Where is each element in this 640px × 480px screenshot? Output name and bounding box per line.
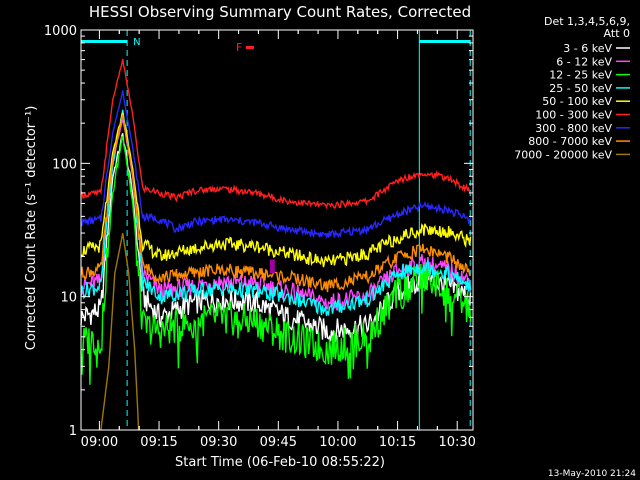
- interval-bar: [419, 40, 471, 43]
- legend-label: 12 - 25 keV: [549, 69, 612, 82]
- x-tick-label: 09:30: [200, 435, 237, 450]
- y-axis-label: Corrected Count Rate (s⁻¹ detector⁻¹): [24, 106, 39, 351]
- series-line: [81, 90, 472, 240]
- timestamp: 13-May-2010 21:24: [548, 469, 636, 479]
- y-tick-label: 1000: [44, 24, 77, 39]
- y-tick-label: 100: [52, 157, 77, 172]
- legend-label: 50 - 100 keV: [542, 95, 612, 108]
- y-tick-label: 1: [69, 424, 77, 439]
- series-line: [80, 58, 471, 210]
- interval-bar: [81, 40, 128, 43]
- series-line: [80, 112, 472, 268]
- legend-label: 100 - 300 keV: [535, 109, 612, 122]
- legend-label: 7000 - 20000 keV: [514, 148, 612, 161]
- small-burst-marker: [269, 259, 275, 274]
- x-tick-label: 10:00: [319, 435, 356, 450]
- x-axis-ticks: 09:00 09:15 09:30 09:45 10:00 10:15 10:30: [81, 30, 476, 450]
- legend-label: 6 - 12 keV: [556, 55, 612, 68]
- series-line: [80, 136, 472, 385]
- legend-header: Det 1,3,4,5,6,9,: [544, 15, 630, 28]
- flare-bar: [245, 46, 254, 49]
- x-tick-label: 09:15: [140, 435, 177, 450]
- annotation-f: F: [236, 41, 242, 54]
- y-axis-ticks: 1 10 100 1000: [44, 24, 473, 439]
- chart-title: HESSI Observing Summary Count Rates, Cor…: [89, 3, 471, 21]
- series-line: [80, 109, 472, 317]
- x-axis-label: Start Time (06-Feb-10 08:55:22): [175, 455, 385, 470]
- x-tick-label: 09:45: [260, 435, 297, 450]
- x-tick-label: 10:15: [379, 435, 416, 450]
- series-lines: [80, 58, 472, 431]
- y-tick-label: 10: [60, 291, 77, 306]
- series-line: [100, 232, 140, 431]
- legend-label: 300 - 800 keV: [535, 122, 612, 135]
- legend-label: 25 - 50 keV: [549, 82, 612, 95]
- legend-label: 3 - 6 keV: [563, 42, 612, 55]
- x-tick-label: 10:30: [438, 435, 475, 450]
- legend-label: 800 - 7000 keV: [528, 135, 612, 148]
- x-tick-label: 09:00: [81, 435, 118, 450]
- plot-frame: [80, 29, 474, 431]
- legend-header: Att 0: [604, 27, 630, 40]
- annotation-n: N: [133, 37, 140, 48]
- series-line: [80, 113, 472, 293]
